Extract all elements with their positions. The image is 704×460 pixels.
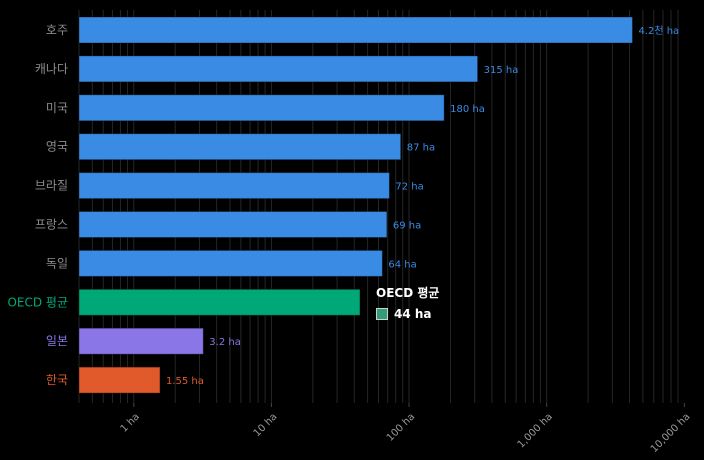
value-label-3: 87 ha <box>407 143 435 154</box>
category-label-1: 캐나다 <box>35 62 68 76</box>
tooltip-title: OECD 평균 <box>376 286 440 300</box>
tooltip-swatch <box>376 308 388 320</box>
value-label-8: 3.2 ha <box>209 337 241 348</box>
value-label-6: 64 ha <box>388 259 416 270</box>
category-label-9: 한국 <box>46 373 68 387</box>
x-tick-label: 100 ha <box>385 411 417 443</box>
category-label-2: 미국 <box>46 101 68 115</box>
category-label-5: 프랑스 <box>35 218 68 232</box>
x-tick-label: 10 ha <box>252 411 280 439</box>
category-label-8: 일본 <box>46 334 68 348</box>
value-label-2: 180 ha <box>450 104 485 115</box>
bar-6 <box>78 249 383 277</box>
bar-3 <box>78 133 402 161</box>
value-label-0: 4.2천 ha <box>638 25 679 37</box>
bar-5 <box>78 211 388 238</box>
value-label-1: 315 ha <box>484 65 519 76</box>
x-tick-label: 1 ha <box>119 411 142 434</box>
category-label-7: OECD 평균 <box>7 295 68 309</box>
bar-9 <box>78 366 161 394</box>
bar-7 <box>78 288 361 316</box>
category-label-3: 영국 <box>46 140 68 154</box>
bar-2 <box>78 94 445 122</box>
bar-8 <box>78 327 204 355</box>
x-tick-label: 10,000 ha <box>649 411 693 455</box>
bar-0 <box>78 16 633 44</box>
value-label-9: 1.55 ha <box>166 376 204 387</box>
x-tick-label: 1,000 ha <box>516 411 555 450</box>
bar-1 <box>78 55 479 83</box>
value-label-5: 69 ha <box>393 221 421 232</box>
category-label-4: 브라질 <box>35 179 68 193</box>
category-label-6: 독일 <box>46 256 68 270</box>
value-label-4: 72 ha <box>395 182 423 193</box>
bar-4 <box>78 172 390 200</box>
tooltip-value: 44 ha <box>394 307 432 321</box>
category-label-0: 호주 <box>46 23 68 37</box>
tooltip: OECD 평균 44 ha <box>376 284 439 321</box>
